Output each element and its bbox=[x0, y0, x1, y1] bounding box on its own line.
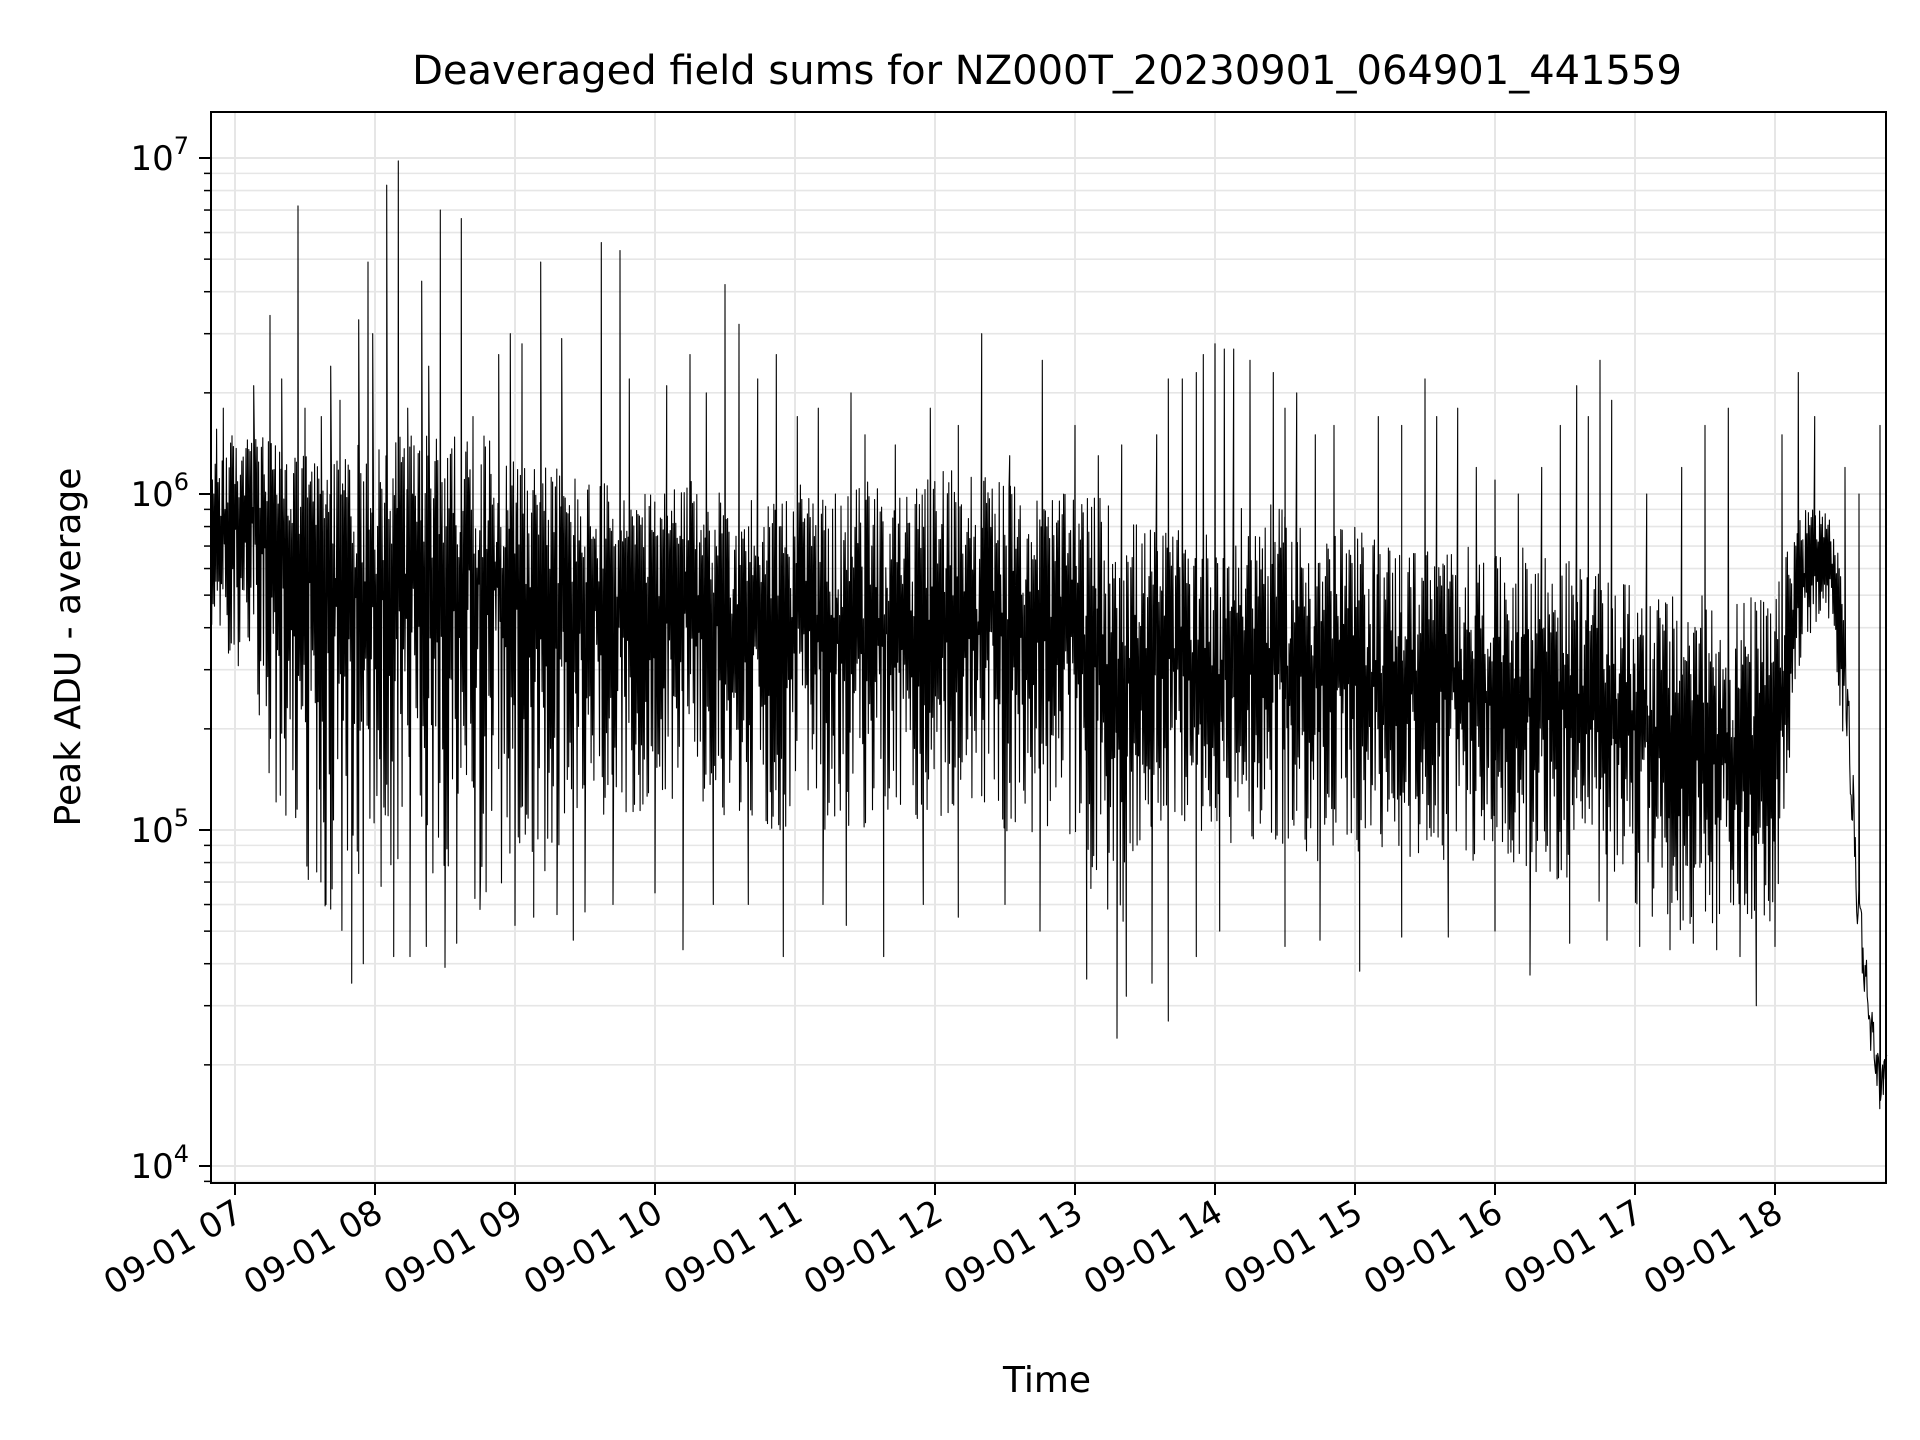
y-tick-label: 105 bbox=[130, 804, 189, 851]
data-layer bbox=[211, 160, 1888, 1110]
y-tick-label: 104 bbox=[130, 1140, 189, 1187]
y-axis-label: Peak ADU - average bbox=[48, 468, 89, 827]
chart-title: Deaveraged field sums for NZ000T_2023090… bbox=[412, 48, 1682, 94]
plot-frame bbox=[210, 111, 1887, 1184]
data-series-line bbox=[211, 160, 1888, 1110]
x-axis-label: Time bbox=[1002, 1360, 1091, 1401]
y-tick-label: 107 bbox=[130, 132, 189, 179]
y-tick-label: 106 bbox=[130, 468, 189, 515]
